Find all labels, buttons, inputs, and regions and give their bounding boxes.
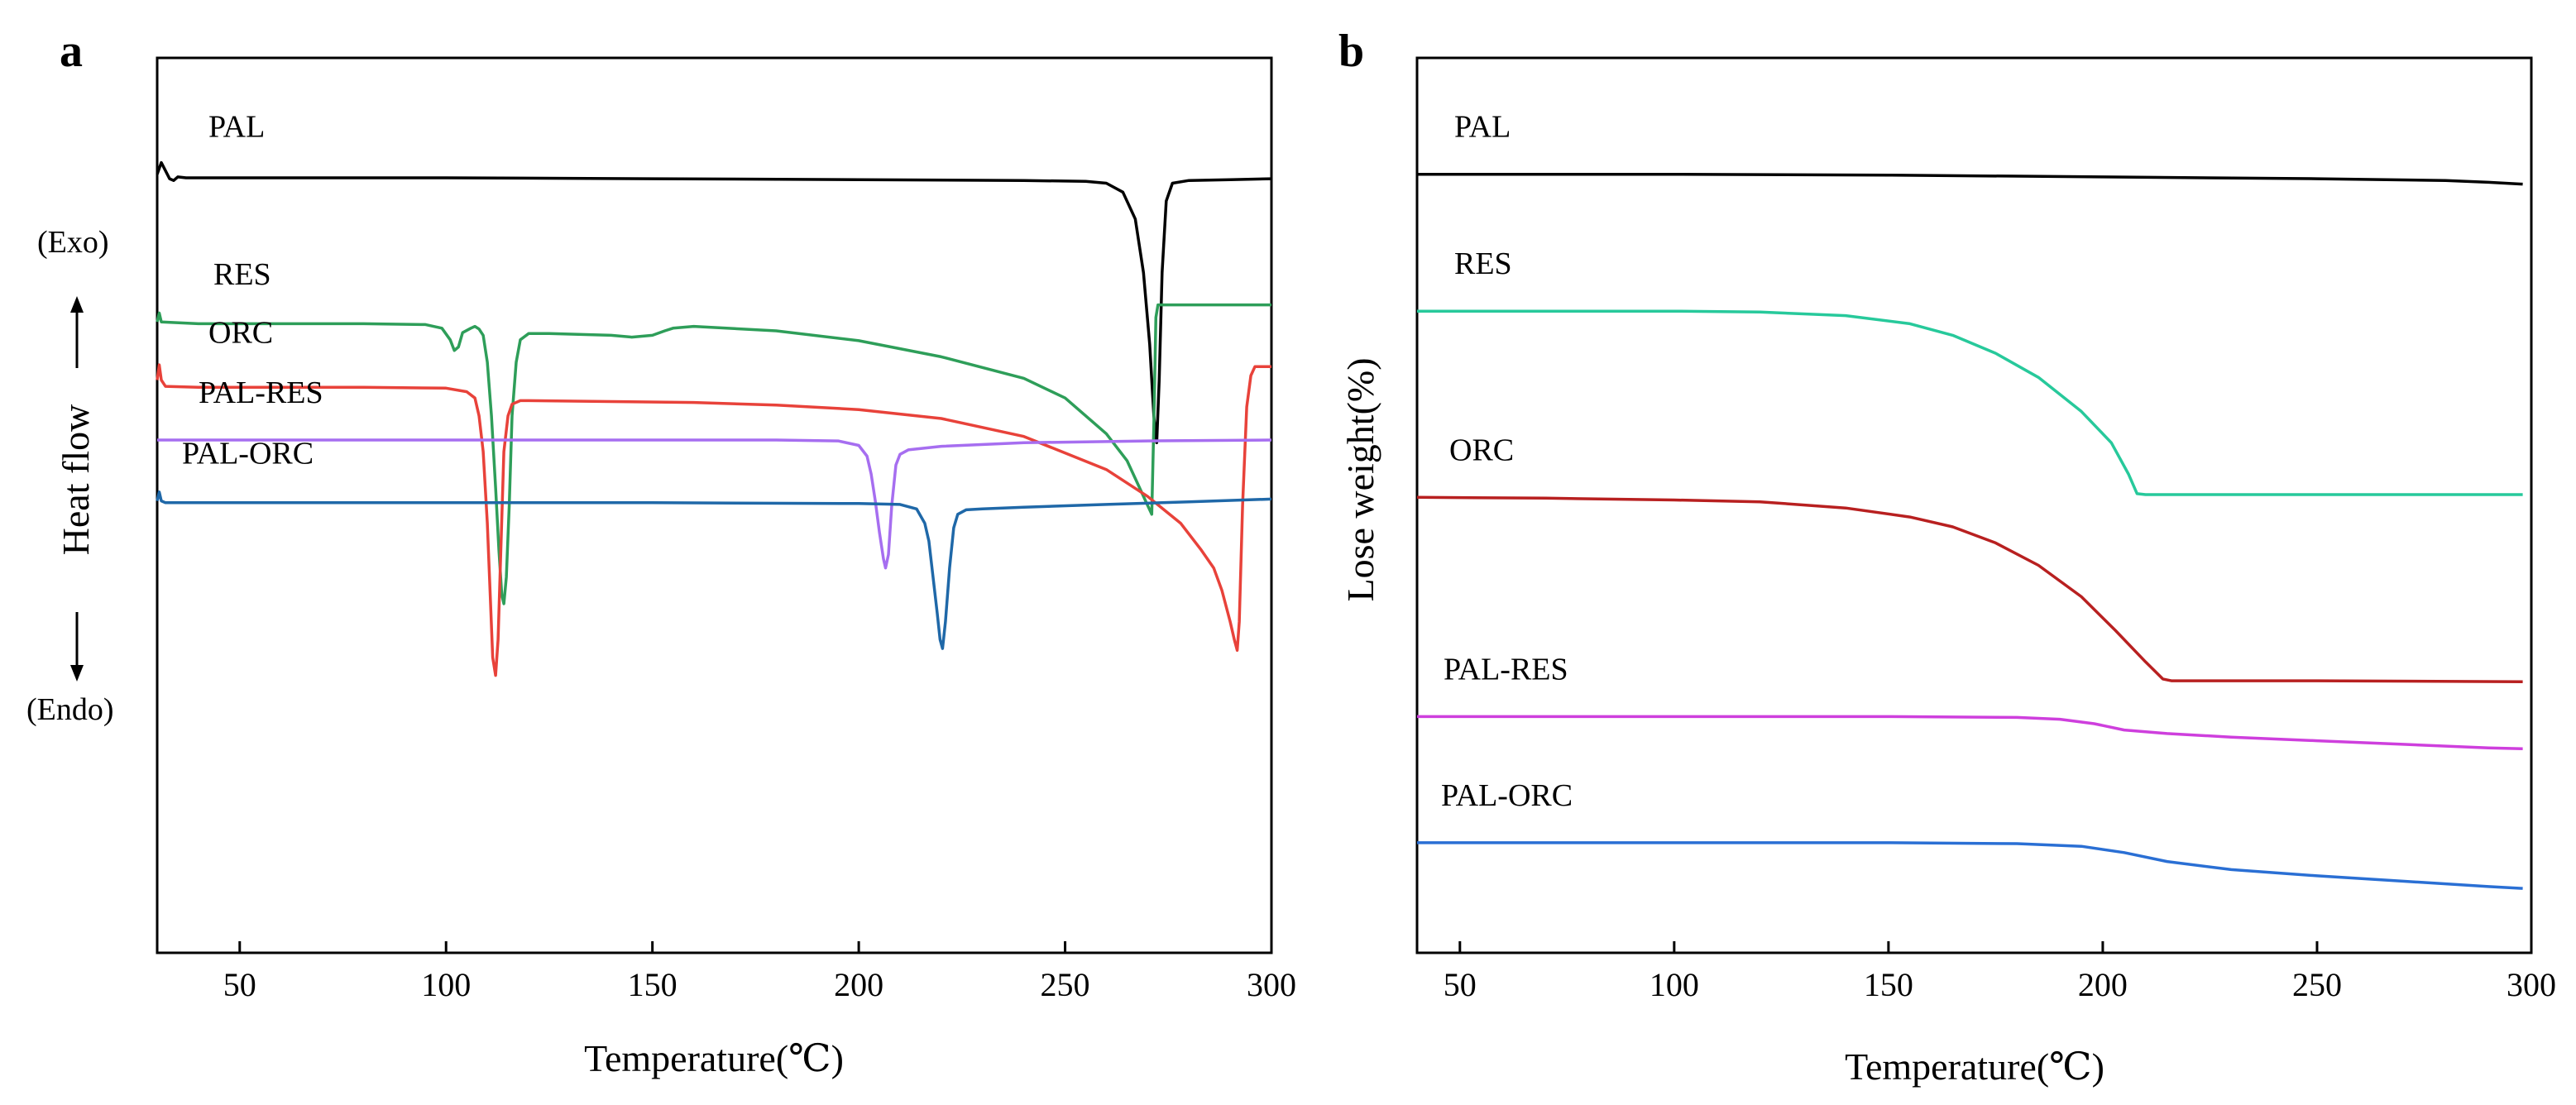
panel-a-series: [156, 160, 1272, 677]
endo-label: (Endo): [26, 692, 114, 727]
b-series-line-pal: [1417, 172, 2523, 186]
a-series-line-pal-orc: [156, 490, 1272, 650]
a-series-label-orc: ORC: [208, 316, 273, 351]
panel-b-series-labels: PAL RES ORC PAL-RES PAL-ORC: [1441, 110, 1573, 813]
b-x-tick-label: 250: [2292, 966, 2342, 1003]
b-series-label-pal-orc: PAL-ORC: [1441, 778, 1573, 813]
panel-b-x-ticks: 50 100 150 200 250 300: [1444, 941, 2556, 1003]
b-series-label-pal: PAL: [1454, 110, 1511, 145]
panel-a-series-labels: PAL RES ORC PAL-RES PAL-ORC: [182, 110, 323, 471]
a-series-line-pal-res: [157, 438, 1272, 570]
panel-b-x-axis-title: Temperature(℃): [1845, 1045, 2104, 1088]
panel-b-series: [1416, 172, 2523, 890]
panel-a-x-axis-title: Temperature(℃): [584, 1037, 844, 1079]
panel-a-letter: a: [60, 26, 83, 77]
b-x-tick-label: 150: [1864, 966, 1913, 1003]
panel-b-plot-frame: [1415, 56, 2533, 954]
a-x-tick-label: 50: [223, 966, 256, 1003]
a-x-tick-label: 150: [628, 966, 678, 1003]
b-series-label-orc: ORC: [1449, 433, 1514, 467]
b-x-tick-label: 50: [1444, 966, 1477, 1003]
panel-a-x-ticks: 50 100 150 200 250 300: [223, 941, 1296, 1003]
b-series-line-res: [1417, 309, 2523, 496]
a-x-tick-label: 250: [1041, 966, 1090, 1003]
b-series-label-res: RES: [1454, 246, 1512, 281]
a-series-line-res: [156, 303, 1271, 605]
panel-a-y-axis-title-group: Heat flow: [55, 296, 97, 682]
a-x-tick-label: 200: [834, 966, 883, 1003]
panel-a-plot-frame: [156, 56, 1273, 954]
exo-arrow-head: [70, 296, 84, 313]
a-series-label-pal-res: PAL-RES: [199, 376, 323, 410]
a-series-line-pal: [156, 160, 1272, 445]
b-series-line-pal-orc: [1417, 841, 2523, 890]
b-series-label-pal-res: PAL-RES: [1444, 652, 1568, 686]
panel-a-y-axis-title: Heat flow: [55, 404, 97, 555]
b-series-line-pal-res: [1417, 715, 2523, 751]
b-x-tick-label: 100: [1650, 966, 1699, 1003]
a-x-tick-label: 300: [1247, 966, 1296, 1003]
exo-label: (Exo): [37, 225, 109, 260]
b-x-tick-label: 200: [2078, 966, 2128, 1003]
b-x-tick-label: 300: [2507, 966, 2556, 1003]
b-series-line-orc: [1416, 495, 2523, 683]
panel-b-letter: b: [1338, 26, 1364, 77]
a-series-label-pal-orc: PAL-ORC: [182, 437, 314, 471]
endo-arrow-head: [70, 665, 84, 682]
a-series-label-pal: PAL: [208, 110, 265, 145]
panel-a: a 50 100 150 200 250 300 PAL RES ORC PAL-RES PAL-…: [26, 26, 1296, 1079]
panel-b: b 50 100 150 200 250 300 PAL RES ORC PAL-RES PAL-…: [1338, 26, 2556, 1088]
a-series-label-res: RES: [213, 257, 271, 292]
a-x-tick-label: 100: [421, 966, 471, 1003]
panel-b-y-axis-title: Lose weight(%): [1339, 357, 1381, 601]
a-series-line-orc: [156, 363, 1271, 677]
